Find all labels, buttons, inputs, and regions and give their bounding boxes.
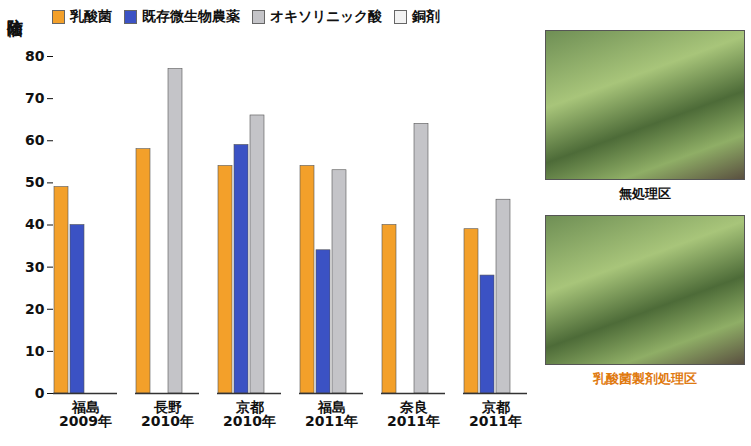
html-text:防除価: 防除価 — [6, 6, 25, 9]
svg-text:0: 0 — [35, 385, 45, 401]
html-text:無処理区: 無処理区 — [619, 186, 671, 201]
svg-text:20: 20 — [25, 301, 45, 317]
svg-text:80: 80 — [25, 48, 45, 64]
html-text:乳酸菌製剤処理区: 乳酸菌製剤処理区 — [593, 371, 697, 386]
svg-text:50: 50 — [25, 174, 45, 190]
html-text:銅剤: 銅剤 — [412, 8, 440, 24]
svg-text:30: 30 — [25, 259, 45, 275]
svg-text:長野2010年: 長野2010年 — [141, 399, 194, 429]
svg-text:60: 60 — [25, 132, 45, 148]
html-text:既存微生物農薬: 既存微生物農薬 — [142, 8, 240, 24]
html-text:乳酸菌: 乳酸菌 — [70, 8, 112, 24]
svg-text:40: 40 — [25, 216, 45, 232]
svg-text:京都2011年: 京都2011年 — [469, 399, 522, 429]
html-text:オキソリニック酸: オキソリニック酸 — [270, 8, 382, 24]
svg-text:10: 10 — [25, 343, 45, 359]
svg-text:70: 70 — [25, 90, 45, 106]
svg-text:奈良2011年: 奈良2011年 — [387, 399, 440, 429]
svg-text:京都2010年: 京都2010年 — [223, 399, 276, 429]
svg-text:福島2011年: 福島2011年 — [305, 399, 358, 429]
svg-text:福島2009年: 福島2009年 — [59, 399, 112, 429]
